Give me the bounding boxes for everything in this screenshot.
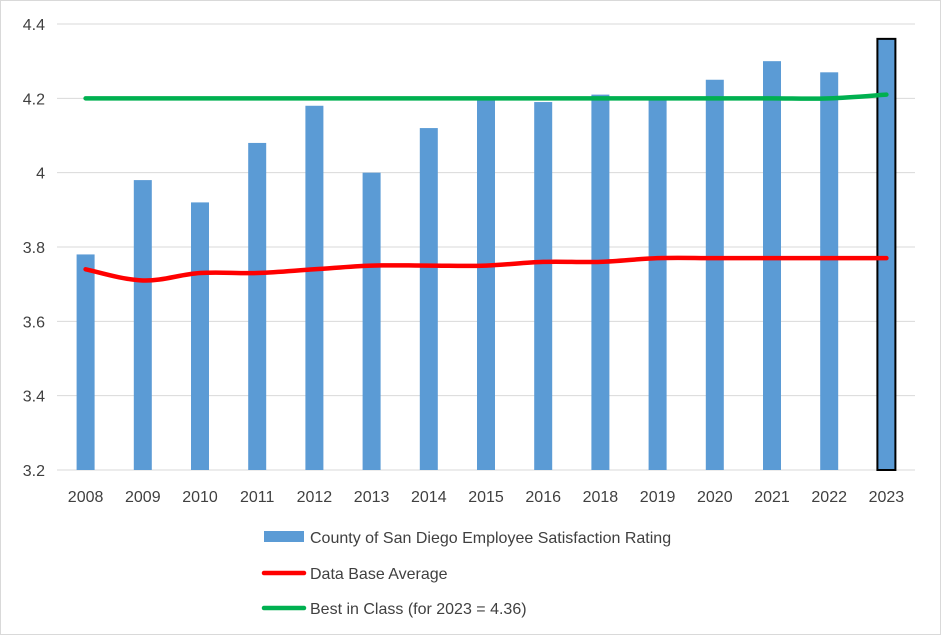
- bar-2016: [534, 102, 553, 471]
- bar-2020: [705, 79, 724, 470]
- x-tick-label: 2021: [754, 489, 790, 506]
- x-tick-label: 2010: [182, 489, 218, 506]
- bar-2009: [133, 180, 152, 470]
- y-tick-label: 4.4: [23, 17, 45, 34]
- bar-2015: [477, 98, 495, 470]
- y-tick-label: 4: [36, 166, 45, 183]
- x-tick-label: 2016: [525, 489, 561, 506]
- y-tick-label: 4.2: [23, 91, 45, 108]
- x-tick-label: 2012: [297, 489, 333, 506]
- legend-swatch-bar: [264, 531, 304, 542]
- data-base-average-line: [83, 255, 889, 283]
- bar-2012: [305, 105, 324, 471]
- x-tick-label: 2011: [240, 489, 275, 506]
- x-tick-label: 2009: [125, 489, 161, 506]
- bar-2019: [648, 98, 667, 470]
- y-axis-ticks: 3.2 3.4 3.6 3.8 4 4.2 4.4: [23, 17, 45, 480]
- legend-label: Best in Class (for 2023 = 4.36): [310, 601, 527, 618]
- x-tick-label: 2019: [640, 489, 676, 506]
- line-series: [83, 92, 889, 283]
- bar-2011: [248, 142, 267, 470]
- bar-2018: [591, 94, 610, 470]
- x-axis-ticks: 2008 2009 2010 2011 2012 2013 2014 2015 2016 2018…: [68, 489, 904, 506]
- bar-2014: [419, 128, 438, 471]
- bar-2013: [362, 172, 381, 470]
- bar-2021: [763, 61, 781, 471]
- x-tick-label: 2018: [583, 489, 619, 506]
- bar-2010: [191, 202, 209, 470]
- legend-label: County of San Diego Employee Satisfactio…: [310, 530, 671, 547]
- bar-2022: [820, 72, 839, 471]
- x-tick-label: 2008: [68, 489, 104, 506]
- bar-2008: [76, 254, 95, 470]
- x-tick-label: 2020: [697, 489, 733, 506]
- y-tick-label: 3.2: [23, 463, 45, 480]
- y-tick-label: 3.8: [23, 240, 45, 257]
- bar-series: [76, 37, 897, 471]
- x-tick-label: 2014: [411, 489, 447, 506]
- x-tick-label: 2013: [354, 489, 390, 506]
- legend-label: Data Base Average: [310, 566, 448, 583]
- bar-2023: [876, 37, 897, 471]
- x-tick-label: 2015: [468, 489, 504, 506]
- x-tick-label: 2022: [811, 489, 847, 506]
- x-tick-label: 2023: [869, 489, 905, 506]
- y-tick-label: 3.4: [23, 389, 45, 406]
- y-tick-label: 3.6: [23, 314, 45, 331]
- legend: County of San Diego Employee Satisfactio…: [261, 530, 671, 618]
- best-in-class-line: [83, 92, 889, 101]
